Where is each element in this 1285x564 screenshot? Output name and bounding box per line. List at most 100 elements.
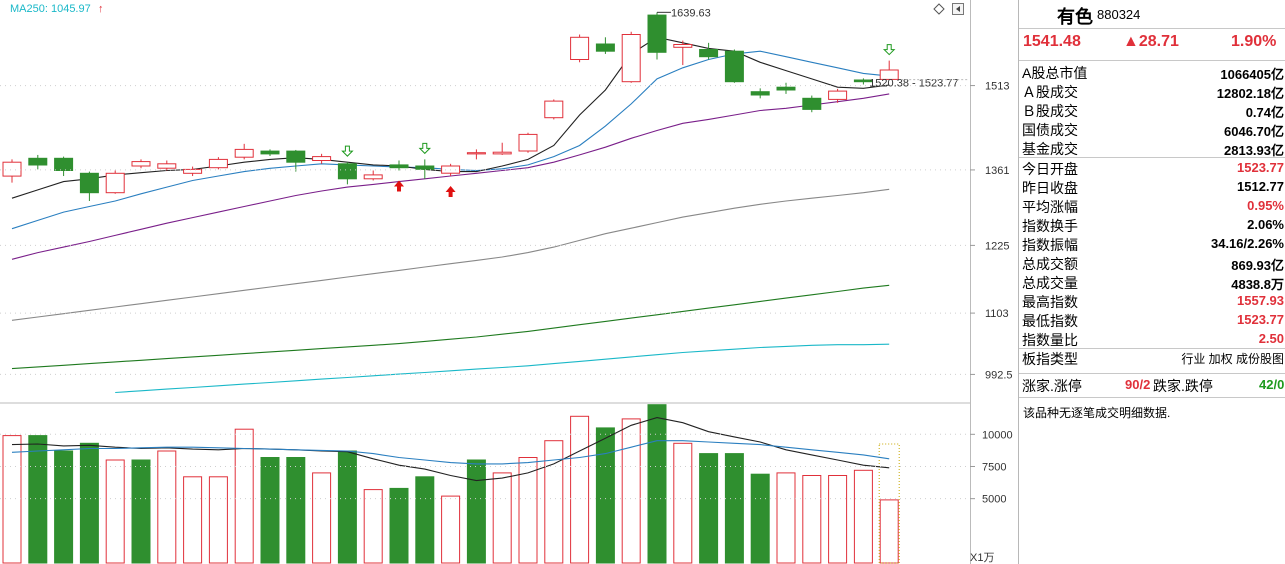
- divider: [1019, 397, 1285, 398]
- stat-label: 平均涨幅: [1022, 199, 1078, 215]
- volume-bar[interactable]: [415, 476, 435, 564]
- candle[interactable]: [673, 40, 693, 66]
- volume-bar[interactable]: [879, 499, 899, 564]
- volume-bar[interactable]: [466, 459, 486, 564]
- candle[interactable]: [183, 166, 203, 177]
- divider: [1019, 60, 1285, 61]
- candle[interactable]: [724, 49, 744, 83]
- volume-bar[interactable]: [363, 489, 383, 564]
- candle[interactable]: [131, 159, 151, 169]
- volume-bar[interactable]: [802, 475, 822, 564]
- kline-chart[interactable]: 1513 1361 1225 1103 992.5 10000 7500 5000 X1万 1…: [0, 0, 1018, 564]
- volume-bar[interactable]: [28, 435, 48, 564]
- candle[interactable]: [699, 42, 719, 60]
- volume-bar[interactable]: [647, 404, 667, 564]
- volume-unit-label: X1万: [970, 552, 994, 564]
- panel-toggle-icon[interactable]: [952, 3, 964, 15]
- volume-bar[interactable]: [286, 457, 306, 564]
- stat-value: 34.16/2.26%: [1210, 236, 1284, 251]
- volume-bar[interactable]: [441, 495, 461, 564]
- candle[interactable]: [286, 149, 306, 172]
- candles[interactable]: [2, 12, 899, 201]
- candle[interactable]: [879, 60, 899, 81]
- volume-bar[interactable]: [853, 469, 873, 564]
- stat-value[interactable]: 行业 加权 成份股图: [1181, 352, 1284, 366]
- volume-bar[interactable]: [389, 487, 409, 564]
- candle[interactable]: [79, 171, 99, 201]
- volume-bar[interactable]: [54, 450, 74, 564]
- stat-row: 最低指数 1523.77: [1019, 310, 1285, 329]
- volume-bar[interactable]: [544, 440, 564, 564]
- ma250-arrow-icon: ↑: [98, 3, 104, 15]
- volume-bar[interactable]: [492, 472, 512, 564]
- candle[interactable]: [208, 157, 228, 170]
- volume-bar[interactable]: [208, 476, 228, 564]
- candle[interactable]: [337, 162, 357, 185]
- stat-value: 2.06%: [1247, 217, 1284, 232]
- volume-bar[interactable]: [699, 453, 719, 564]
- candle[interactable]: [828, 88, 848, 103]
- volume-bar[interactable]: [518, 457, 538, 564]
- volume-bar[interactable]: [570, 415, 590, 564]
- candle[interactable]: [2, 159, 22, 183]
- volume-bars[interactable]: [2, 404, 900, 564]
- stat-label: 总成交额: [1022, 256, 1078, 272]
- volume-bar[interactable]: [621, 418, 641, 564]
- candle[interactable]: [647, 12, 667, 60]
- candle[interactable]: [466, 149, 486, 160]
- market-breadth-row: 涨家.涨停 90/2 跌家.跌停 42/0: [1019, 375, 1285, 394]
- diamond-icon[interactable]: [933, 3, 945, 15]
- candle[interactable]: [389, 160, 409, 171]
- volume-bar[interactable]: [828, 475, 848, 564]
- volume-bar[interactable]: [673, 442, 693, 564]
- candle[interactable]: [750, 88, 770, 99]
- candle[interactable]: [28, 154, 48, 170]
- candle[interactable]: [544, 99, 564, 120]
- candle[interactable]: [776, 82, 796, 94]
- candle[interactable]: [492, 142, 512, 155]
- candle[interactable]: [802, 95, 822, 113]
- stat-label: 指数振幅: [1022, 237, 1078, 253]
- ma120-line: [11, 284, 890, 370]
- volume-bar[interactable]: [183, 476, 203, 564]
- divider: [1019, 28, 1285, 29]
- down-count-value: 42/0: [1259, 377, 1285, 392]
- volume-bar[interactable]: [595, 427, 615, 564]
- candle[interactable]: [595, 37, 615, 54]
- candle[interactable]: [105, 170, 125, 194]
- volume-bar[interactable]: [79, 442, 99, 564]
- stat-label: Ｂ股成交: [1022, 103, 1078, 119]
- buy-signal-arrow-icon: [445, 186, 456, 198]
- candle[interactable]: [260, 149, 280, 157]
- volume-bar[interactable]: [105, 459, 125, 564]
- stat-row: 指数量比 2.50: [1019, 329, 1285, 348]
- divider: [1019, 157, 1285, 158]
- candle[interactable]: [54, 156, 74, 177]
- price-change-percent: 1.90%: [1231, 33, 1277, 50]
- volume-bar[interactable]: [724, 453, 744, 564]
- stat-row: 板指类型 行业 加权 成份股图: [1019, 348, 1285, 367]
- volume-bar[interactable]: [337, 450, 357, 564]
- divider: [1019, 348, 1285, 349]
- candle[interactable]: [234, 143, 254, 160]
- y-tick-label: 1103: [985, 308, 1009, 320]
- volume-bar[interactable]: [312, 472, 332, 564]
- candle[interactable]: [157, 160, 177, 171]
- volume-bar[interactable]: [260, 457, 280, 564]
- stat-row: 今日开盘 1523.77: [1019, 158, 1285, 177]
- candle[interactable]: [570, 34, 590, 63]
- candle[interactable]: [621, 31, 641, 83]
- volume-bar[interactable]: [750, 473, 770, 564]
- volume-bar[interactable]: [2, 435, 22, 564]
- volume-tick-label: 5000: [982, 494, 1006, 506]
- stat-label: Ａ股成交: [1022, 84, 1078, 100]
- candle[interactable]: [363, 170, 383, 181]
- volume-bar[interactable]: [776, 472, 796, 564]
- candle[interactable]: [853, 78, 873, 85]
- candle[interactable]: [518, 132, 538, 153]
- candle[interactable]: [415, 159, 435, 179]
- candle[interactable]: [312, 153, 332, 164]
- volume-bar[interactable]: [234, 428, 254, 564]
- volume-bar[interactable]: [157, 450, 177, 564]
- volume-bar[interactable]: [131, 459, 151, 564]
